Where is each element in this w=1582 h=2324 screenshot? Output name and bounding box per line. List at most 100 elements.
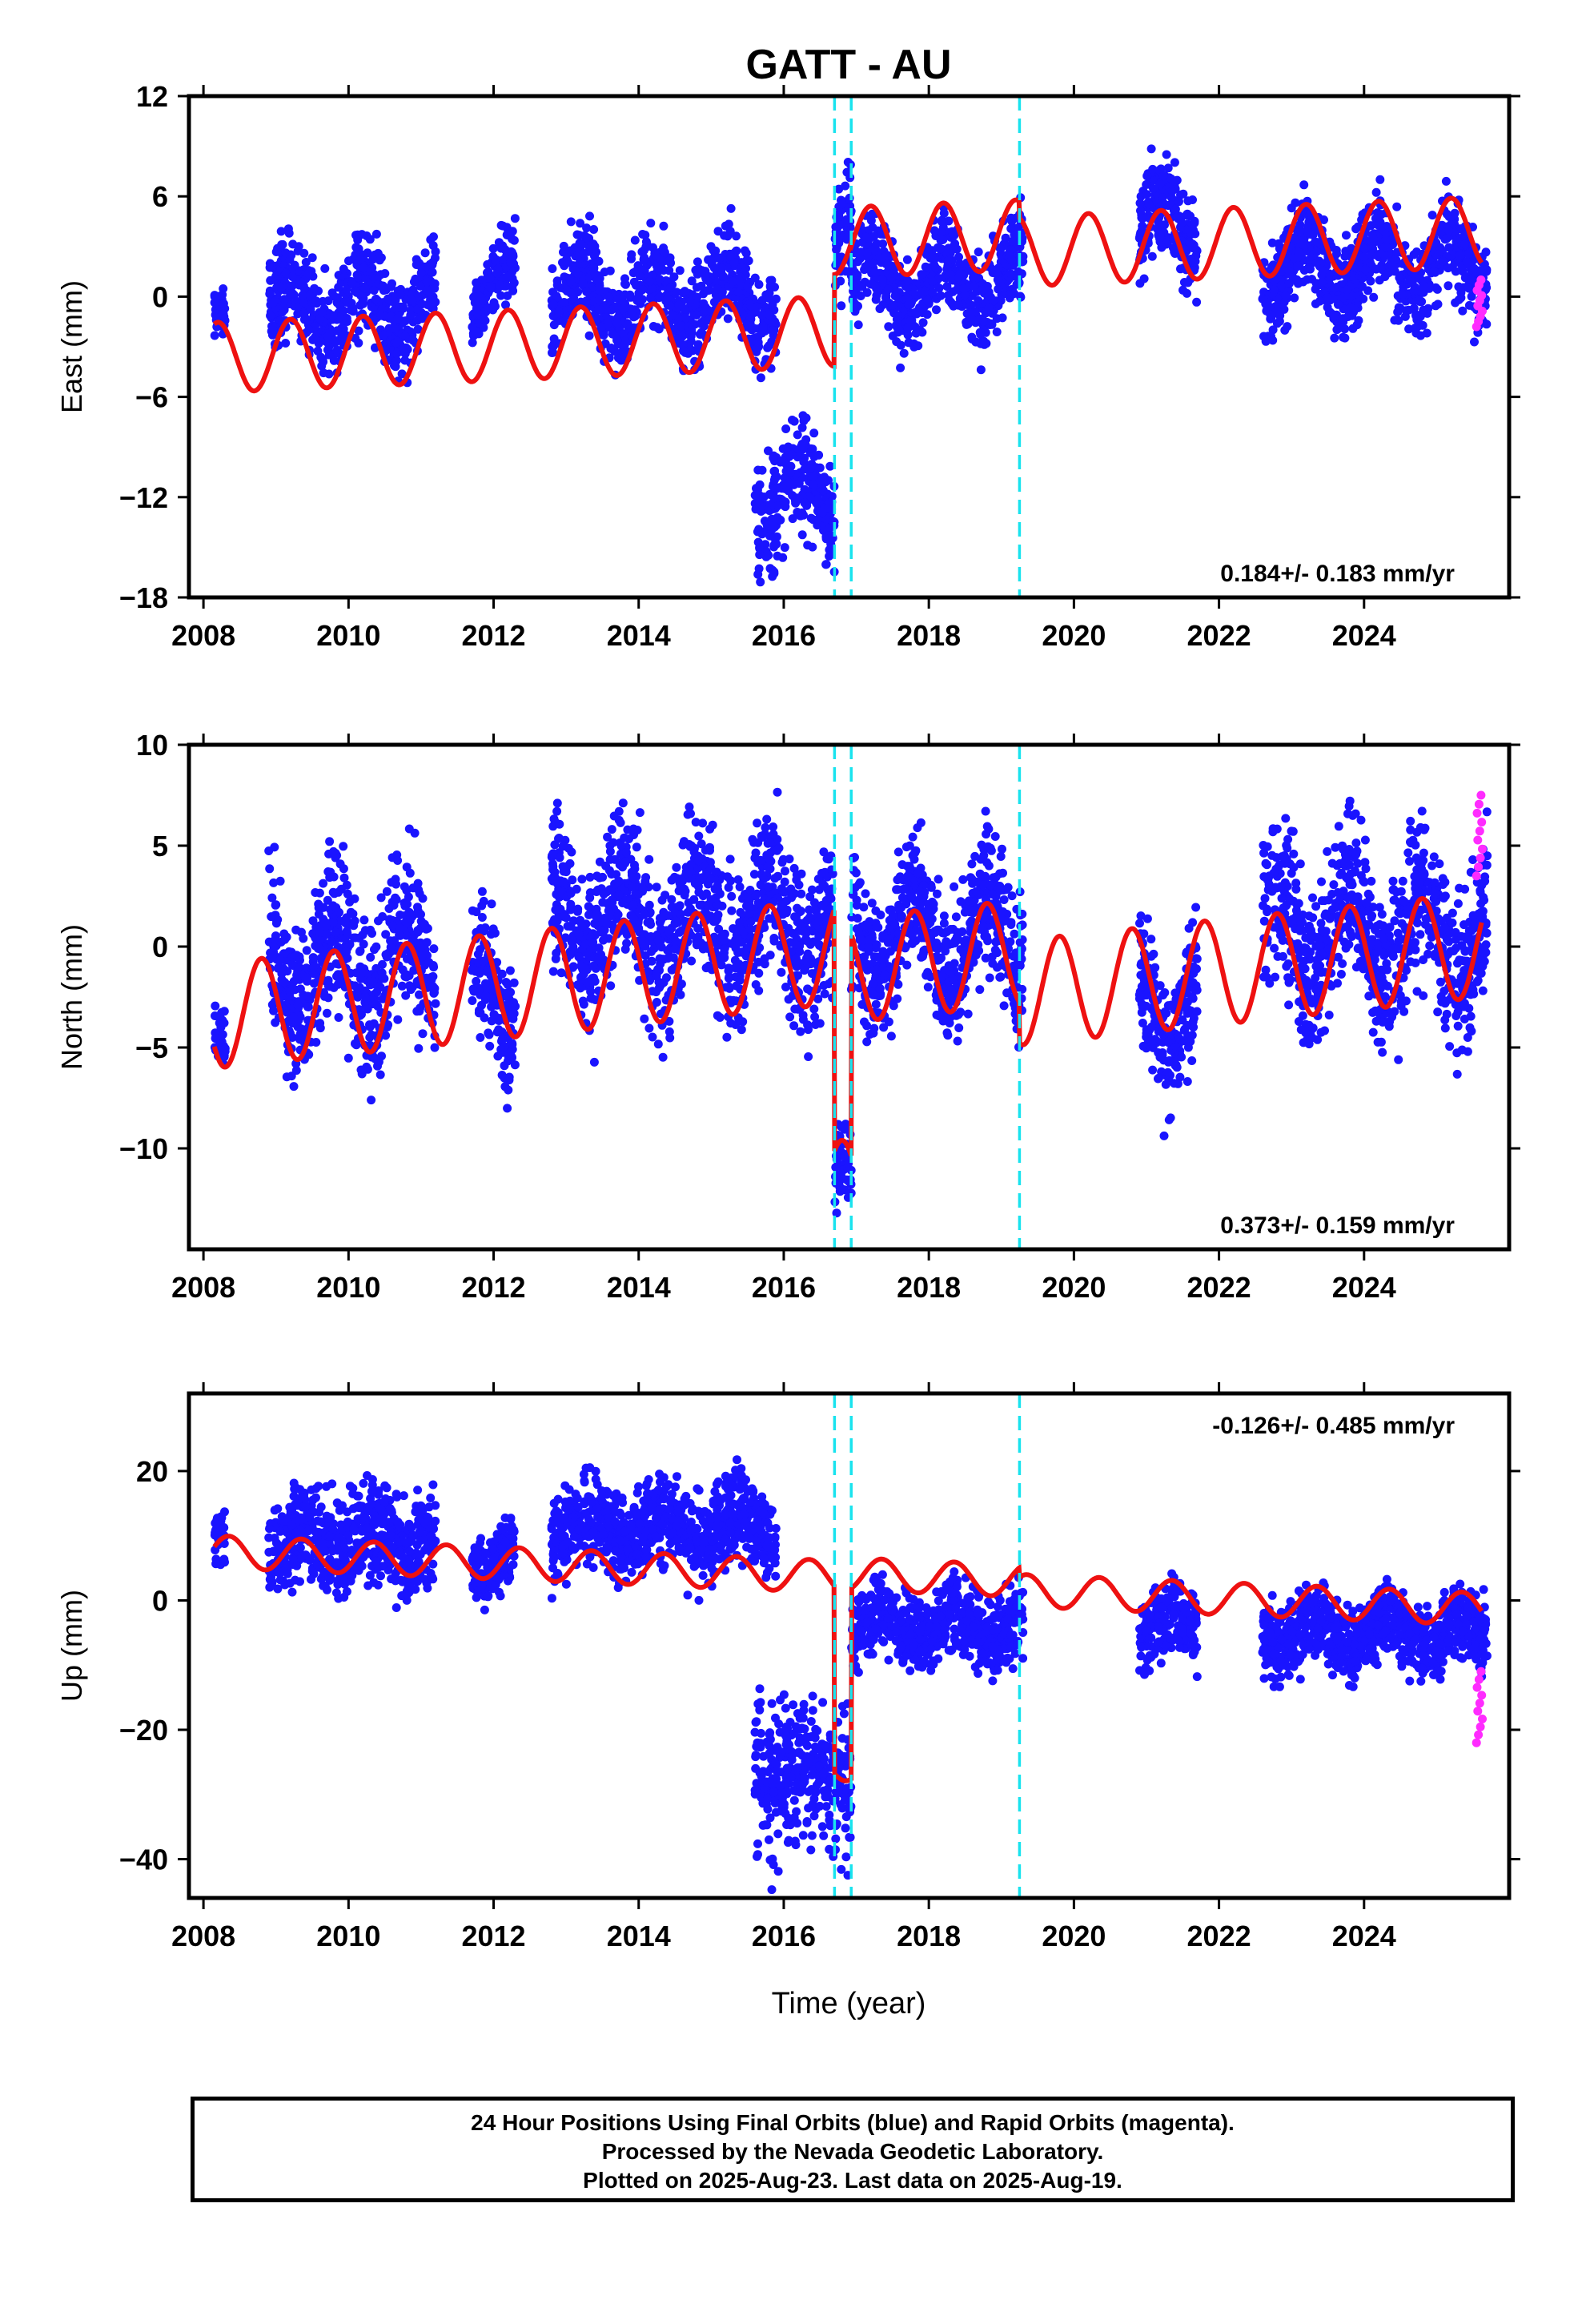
final-point [1354,316,1363,325]
final-point [552,276,562,286]
final-point [334,1013,343,1022]
final-point [372,987,382,997]
final-point [642,242,652,251]
final-point [937,227,946,237]
final-point [401,991,411,1000]
final-point [327,937,336,947]
final-point [658,1052,668,1062]
final-point [265,289,275,299]
final-point [896,363,905,372]
final-point [287,281,297,291]
final-point [652,883,661,892]
final-point [726,203,736,213]
final-point [592,276,602,285]
final-point [348,304,358,313]
rapid-point [1476,275,1486,284]
final-point [371,229,381,239]
final-point [1390,316,1399,325]
final-point [720,953,729,963]
final-point [285,255,295,264]
final-point [378,281,387,291]
final-point [366,952,375,962]
final-point [1178,285,1187,295]
final-point [558,258,567,267]
final-point [210,331,219,340]
final-point [309,962,319,971]
final-point [503,1104,512,1113]
final-point [641,873,651,883]
final-point [473,949,483,959]
final-point [757,296,767,305]
final-point [479,314,488,324]
final-point [468,322,477,332]
x-tick-label: 2020 [1042,619,1106,652]
final-point [1439,256,1448,266]
final-point [794,880,804,890]
final-point [276,283,286,293]
final-point [904,338,913,348]
final-point [746,301,756,311]
final-point [764,310,773,320]
final-point [405,868,415,878]
final-point [1340,324,1350,334]
final-point [772,532,781,541]
final-point [351,243,361,252]
final-point [319,357,328,367]
final-point [699,299,709,308]
final-point [565,246,575,255]
final-point [764,446,773,456]
final-point [969,282,978,291]
final-point [799,457,809,467]
final-point [363,1004,372,1014]
final-point [661,296,671,306]
final-point [277,240,287,249]
final-point [1419,305,1428,315]
final-point [638,230,648,239]
rate-label: 0.184+/- 0.183 mm/yr [1220,561,1455,587]
final-point [767,525,777,534]
final-point [392,349,401,359]
final-point [354,326,363,336]
final-point [620,833,629,842]
final-point [910,308,920,318]
final-point [501,300,510,310]
final-point [1274,239,1283,248]
final-point [804,1052,813,1061]
final-point [954,272,963,282]
final-point [268,298,278,308]
final-point [639,255,648,264]
final-point [590,242,600,251]
final-point [481,979,490,988]
final-point [274,963,283,972]
final-point [706,307,716,316]
final-point [291,1066,301,1076]
final-point [390,324,400,333]
final-point [428,982,438,991]
final-point [869,259,878,267]
final-point [379,330,388,340]
final-point [766,279,776,288]
final-point [371,294,381,304]
final-point [314,910,323,919]
final-point [360,283,370,293]
final-point [1163,163,1173,173]
final-point [301,257,311,267]
final-point [837,301,846,311]
final-point [1432,284,1442,294]
final-point [834,239,844,247]
final-point [328,887,338,897]
final-point [930,226,939,235]
final-point [1367,221,1375,231]
final-point [390,361,399,371]
final-point [647,283,656,293]
final-point [1482,283,1492,292]
final-point [431,253,440,263]
final-point [888,300,897,310]
final-point [797,441,806,451]
final-point [289,1082,299,1092]
final-point [576,219,585,228]
final-point [890,292,900,300]
final-point [561,311,571,320]
final-point [332,971,341,981]
